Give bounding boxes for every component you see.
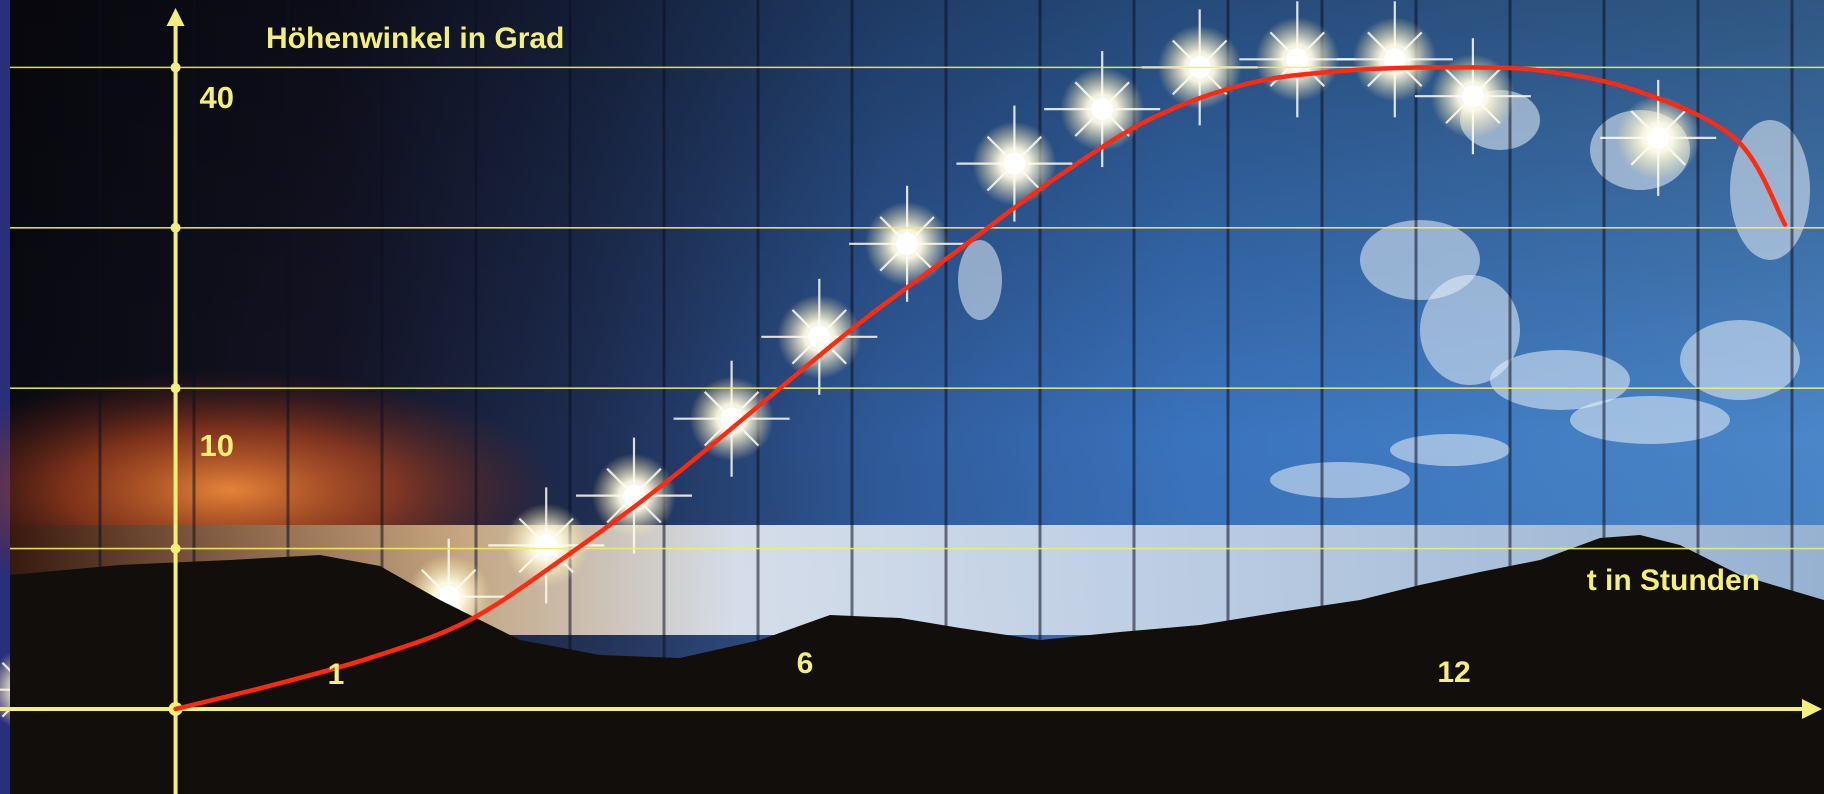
elevation-curve <box>173 65 1788 712</box>
sun <box>1044 51 1161 168</box>
sun-disc <box>808 325 831 348</box>
sun <box>488 487 605 604</box>
x-tick-label: 1 <box>328 658 345 691</box>
sun <box>956 105 1073 222</box>
y-tick-mark <box>170 383 181 394</box>
axis-labels: Höhenwinkel in Grad t in Stunden <box>266 22 1760 597</box>
cloud <box>1270 462 1410 498</box>
cloud <box>1680 320 1800 400</box>
cloud <box>1490 350 1630 410</box>
x-tick-labels: 1 6 12 <box>328 647 1471 691</box>
sun <box>849 185 966 302</box>
x-tick-label: 6 <box>797 647 814 680</box>
x-axis-label: t in Stunden <box>1587 564 1760 597</box>
cloud <box>958 240 1002 320</box>
y-tick-labels: 40 10 <box>200 80 234 463</box>
sun <box>761 278 878 395</box>
y-tick-label: 10 <box>200 428 234 463</box>
y-tick-mark <box>170 543 181 554</box>
sun-disc <box>1003 152 1026 175</box>
sun-disc <box>1383 48 1406 71</box>
y-tick-label: 40 <box>200 80 234 115</box>
cloud <box>1570 396 1730 444</box>
x-axis-arrow <box>1802 698 1822 719</box>
sun-disc <box>1461 85 1484 108</box>
mountain-silhouette <box>10 535 1824 794</box>
sun-disc <box>896 232 919 255</box>
sun-disc <box>1647 126 1670 149</box>
elevation-curve-layer <box>173 65 1788 712</box>
gridlines <box>10 66 1824 550</box>
y-axis-arrow <box>166 8 185 26</box>
sun-disc <box>1286 48 1309 71</box>
y-tick-mark <box>170 222 181 233</box>
sun-disc <box>535 534 558 557</box>
cloud <box>1420 275 1520 385</box>
y-tick-mark <box>170 62 181 73</box>
sun-disc <box>1091 98 1114 121</box>
y-axis-label: Höhenwinkel in Grad <box>266 22 564 55</box>
sun <box>1600 79 1717 196</box>
x-tick-label: 12 <box>1437 656 1470 689</box>
sun <box>673 360 790 477</box>
sun <box>1336 1 1453 118</box>
axes <box>0 8 1822 794</box>
cloud <box>1390 434 1510 466</box>
